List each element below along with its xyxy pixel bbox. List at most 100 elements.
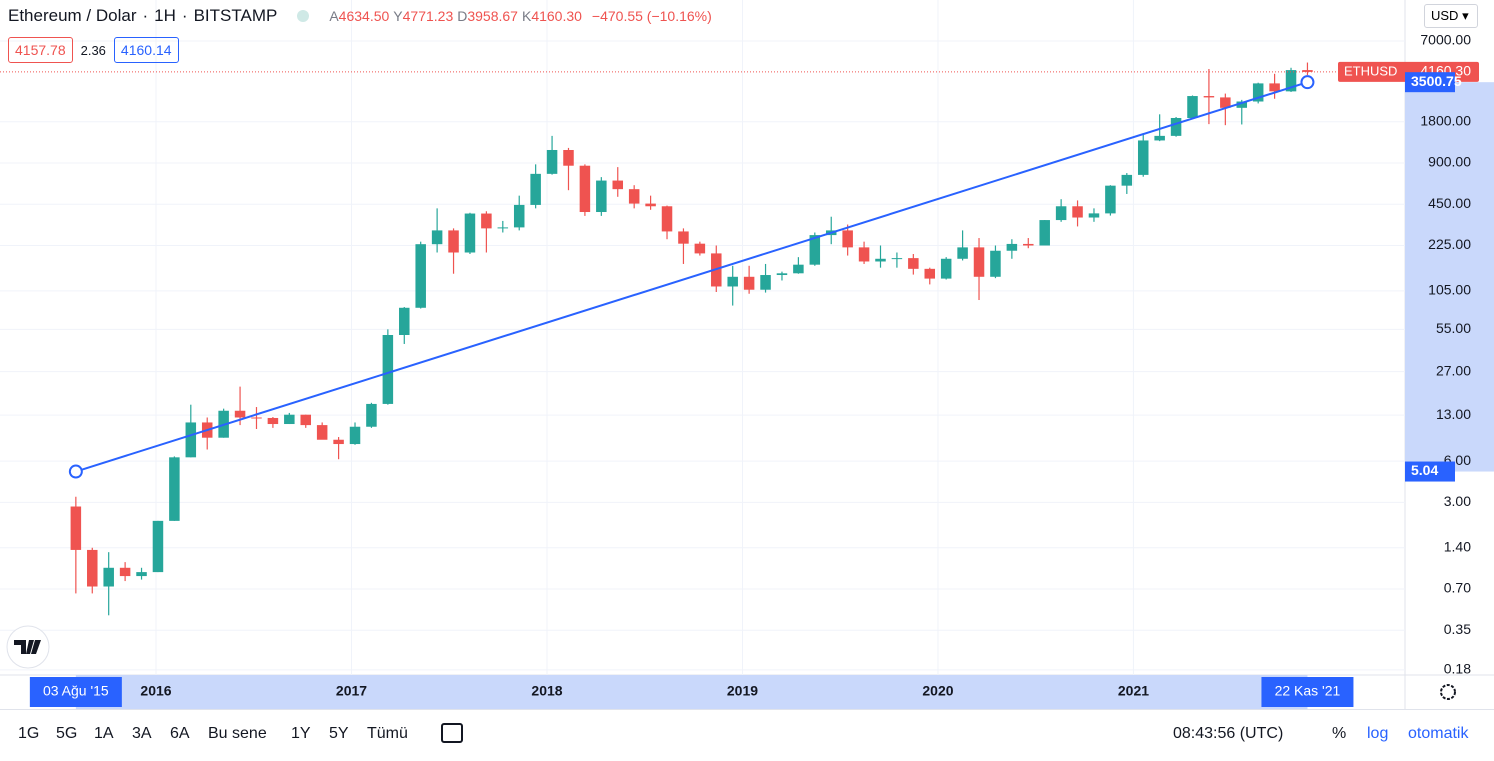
trend-handle	[68, 464, 83, 479]
time-range-highlight	[75, 675, 1308, 709]
candle-body	[1039, 220, 1050, 246]
candle-body	[661, 206, 673, 232]
candle-body	[1121, 174, 1133, 186]
range-button[interactable]: 3A	[132, 725, 152, 742]
price-marker: 3500.75	[1411, 73, 1462, 89]
candle-body	[366, 403, 377, 427]
range-button[interactable]: 1G	[18, 725, 40, 742]
candle-body	[645, 203, 656, 207]
candle-body	[464, 213, 476, 253]
candle-body	[694, 243, 706, 254]
exchange: BITSTAMP	[193, 6, 278, 25]
y-tick-label: 3.00	[1444, 493, 1471, 509]
candle-body	[678, 231, 689, 244]
price-range-highlight	[1405, 82, 1494, 472]
candle-body	[448, 230, 459, 253]
candle-body	[333, 439, 344, 445]
y-tick-label: 55.00	[1436, 320, 1471, 336]
y-tick-label: 13.00	[1436, 406, 1471, 422]
candle-body	[1236, 101, 1248, 108]
y-tick-label: 0.35	[1444, 621, 1471, 637]
candle-body	[776, 273, 788, 276]
y-tick-label: 105.00	[1428, 282, 1471, 298]
y-tick-label: 900.00	[1428, 154, 1471, 170]
series-name: ETHUSD	[1344, 63, 1397, 78]
range-button[interactable]: 1A	[94, 725, 114, 742]
candle-body	[513, 204, 525, 228]
candle-body	[579, 165, 591, 213]
range-button[interactable]: Bu sene	[208, 725, 267, 742]
status-dot	[297, 10, 310, 22]
candle-body	[136, 572, 147, 577]
ask[interactable]: 4160.14	[113, 37, 179, 63]
range-button[interactable]: 5Y	[329, 725, 349, 742]
ohlc-value: 4771.23	[402, 8, 454, 24]
candle-body	[809, 235, 821, 265]
candle-body	[875, 258, 886, 262]
candle-body	[743, 276, 755, 290]
candle-body	[284, 414, 295, 425]
candle-body	[251, 417, 262, 419]
range-button[interactable]: 6A	[170, 725, 190, 742]
date-marker: 03 Ağu '15	[43, 683, 109, 699]
symbol-legend: Ethereum / Dolar · 1H · BITSTAMP A4634.50 Y…	[8, 6, 712, 25]
x-tick-label: 2021	[1118, 683, 1149, 699]
candle-body	[1252, 83, 1264, 102]
x-tick-label: 2017	[336, 683, 367, 699]
clock[interactable]: 08:43:56 (UTC)	[1173, 725, 1284, 742]
candle-body	[1170, 117, 1182, 136]
interval[interactable]: 1H	[154, 6, 176, 25]
range-button[interactable]: 5G	[56, 725, 78, 742]
candle-body	[973, 247, 985, 277]
x-tick-label: 2016	[140, 683, 171, 699]
candle-body	[596, 180, 607, 213]
candle-body	[497, 227, 509, 229]
candle-body	[842, 230, 853, 248]
candle-body	[628, 189, 640, 204]
percent-toggle[interactable]: %	[1332, 725, 1347, 742]
candle-body	[169, 457, 180, 521]
candle-body	[1105, 185, 1116, 214]
candle-body	[185, 422, 197, 458]
candle-body	[990, 250, 1001, 277]
candle-body	[563, 149, 574, 166]
y-tick-label: 225.00	[1428, 236, 1471, 252]
candle-body	[793, 264, 804, 274]
price-marker: 5.04	[1411, 462, 1438, 478]
candle-body	[1023, 243, 1034, 246]
change: −470.55 (−10.16%)	[591, 8, 712, 24]
y-tick-label: 27.00	[1436, 362, 1471, 378]
bottom-toolbar: 08:43:56 (UTC) % log otomatik 1G 5G 1A 3A 6A…	[0, 709, 1494, 760]
ohlc-key: Y	[393, 8, 403, 24]
candle-body	[1203, 96, 1215, 98]
candle-body	[1302, 70, 1313, 72]
range-button[interactable]: 1Y	[291, 725, 311, 742]
candle-body	[612, 180, 624, 190]
date-range-icon[interactable]	[441, 723, 463, 743]
candle-body	[300, 414, 312, 426]
x-tick-label: 2019	[727, 683, 758, 699]
symbol[interactable]: Ethereum / Dolar	[8, 6, 137, 25]
ohlc-key: K	[521, 8, 532, 24]
candle-body	[546, 149, 558, 174]
candle-body	[481, 213, 492, 229]
settings-gear	[1440, 684, 1456, 700]
bid[interactable]: 4157.78	[8, 37, 73, 63]
x-tick-label: 2020	[922, 683, 953, 699]
logo-mark	[14, 640, 41, 654]
candle-body	[1072, 206, 1083, 218]
candle-body	[234, 410, 246, 418]
y-tick-label: 7000.00	[1420, 32, 1471, 48]
currency: USD	[1431, 8, 1459, 23]
ohlc-key: A	[329, 8, 339, 24]
log-toggle[interactable]: log	[1367, 725, 1389, 742]
y-tick-label: 0.70	[1444, 580, 1471, 596]
currency-select[interactable]: USD ▾	[1424, 4, 1478, 28]
range-button[interactable]: Tümü	[367, 725, 408, 742]
date-marker-box	[29, 677, 122, 707]
auto-toggle[interactable]: otomatik	[1408, 725, 1469, 742]
y-tick-label: 1.40	[1444, 538, 1471, 554]
candle-body	[891, 258, 903, 260]
candle-body	[940, 258, 952, 279]
